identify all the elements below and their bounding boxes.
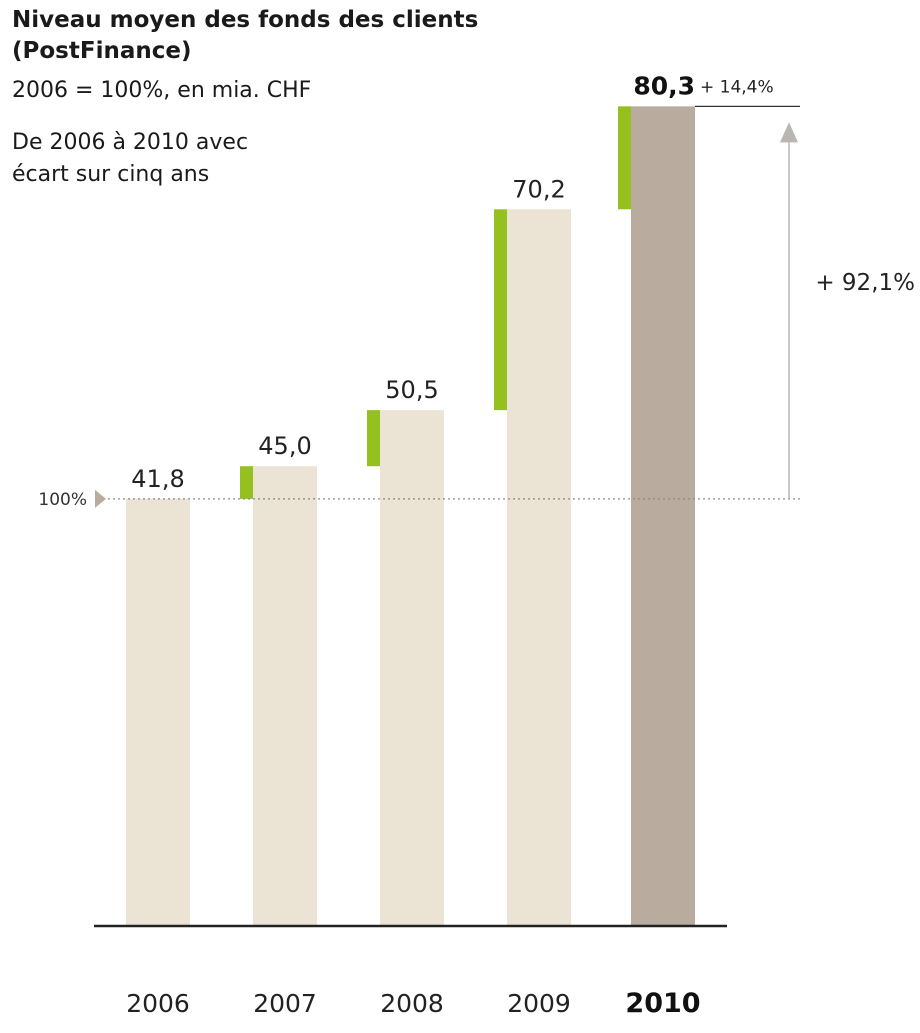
five-year-change-label: + 92,1% (815, 270, 915, 296)
x-tick-2007: 2007 (253, 989, 317, 1018)
bars-group: 41,8 45,0 50,5 70,2 80,3 (126, 71, 695, 926)
chart-note-line2: écart sur cinq ans (12, 162, 209, 187)
value-label-2008: 50,5 (385, 376, 438, 404)
up-arrow-icon (780, 122, 798, 143)
x-tick-2008: 2008 (380, 989, 444, 1018)
bar-2006 (126, 498, 190, 925)
reference-marker-icon (95, 489, 106, 508)
value-label-2010: 80,3 (633, 71, 695, 100)
x-tick-2006: 2006 (126, 989, 190, 1018)
value-label-2006: 41,8 (131, 465, 184, 493)
chart-title: Niveau moyen des fonds des clients (12, 7, 478, 33)
x-tick-labels: 2006 2007 2008 2009 2010 (126, 988, 700, 1019)
last-year-change-label: + 14,4% (700, 77, 774, 97)
bar-2008 (380, 410, 444, 926)
bar-2010 (631, 106, 695, 926)
value-label-2007: 45,0 (258, 432, 311, 460)
chart-title-line2: (PostFinance) (12, 38, 191, 64)
value-label-2009: 70,2 (512, 175, 565, 203)
x-tick-2010: 2010 (625, 988, 700, 1019)
x-tick-2009: 2009 (507, 989, 571, 1018)
increase-segment-2008 (367, 410, 380, 467)
increase-segment-2010 (618, 106, 631, 210)
increase-segment-2007 (240, 466, 253, 499)
chart-note-line1: De 2006 à 2010 avec (12, 130, 248, 155)
increase-segment-2009 (494, 209, 507, 411)
reference-label: 100% (38, 490, 87, 510)
chart-subtitle: 2006 = 100%, en mia. CHF (12, 78, 311, 103)
bar-2007 (253, 466, 317, 925)
bar-2009 (507, 209, 571, 925)
increments-group (240, 106, 631, 499)
